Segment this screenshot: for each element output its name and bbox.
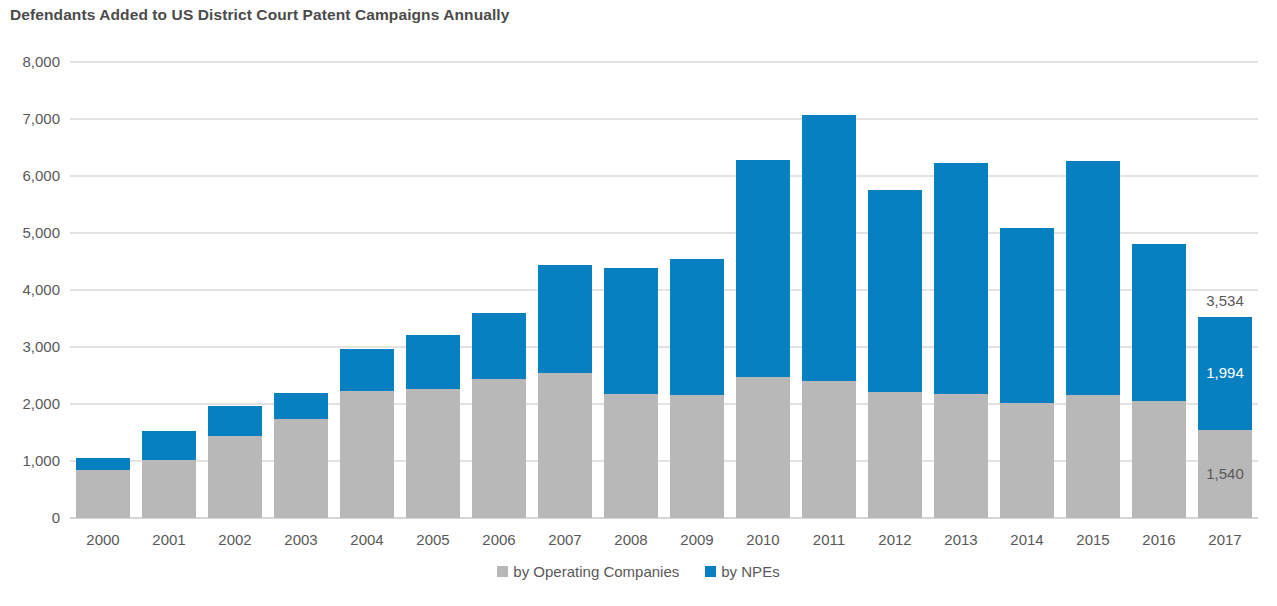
bar-segment-npe-2006 [472,313,526,379]
x-tick-label-2003: 2003 [268,531,334,549]
x-tick-label-2012: 2012 [862,531,928,549]
bar-segment-npe-2013 [934,163,988,394]
y-tick-label-7,000: 7,000 [0,109,60,129]
bar-segment-npe-2014 [1000,228,1054,403]
x-tick-label-2008: 2008 [598,531,664,549]
x-tick-label-2014: 2014 [994,531,1060,549]
bar-segment-npe-2016 [1132,244,1186,401]
legend-item-npes: by NPEs [705,563,779,580]
bar-segment-operating-2014 [1000,403,1054,518]
bar-segment-npe-2000 [76,458,130,470]
annotation-oc-2017: 1,540 [1192,465,1258,483]
x-tick-label-2002: 2002 [202,531,268,549]
bar-segment-operating-2010 [736,377,790,518]
bar-segment-operating-2008 [604,394,658,518]
bar-segment-operating-2003 [274,419,328,518]
y-tick-label-8,000: 8,000 [0,52,60,72]
bar-segment-npe-2010 [736,160,790,377]
y-tick-label-0: 0 [0,508,60,528]
x-tick-label-2009: 2009 [664,531,730,549]
bar-segment-operating-2007 [538,373,592,518]
bar-segment-operating-2015 [1066,395,1120,518]
x-tick-label-2010: 2010 [730,531,796,549]
legend: by Operating Companies by NPEs [0,563,1277,580]
bar-segment-npe-2001 [142,431,196,460]
legend-swatch-operating-icon [497,566,508,577]
bar-segment-operating-2001 [142,460,196,518]
bar-segment-npe-2005 [406,335,460,389]
bar-segment-operating-2005 [406,389,460,518]
gridline-7,000 [70,118,1258,120]
legend-swatch-npe-icon [705,566,716,577]
bar-segment-operating-2004 [340,391,394,518]
x-tick-label-2015: 2015 [1060,531,1126,549]
bar-segment-npe-2008 [604,268,658,394]
x-tick-label-2013: 2013 [928,531,994,549]
bar-segment-npe-2004 [340,349,394,391]
y-tick-label-2,000: 2,000 [0,394,60,414]
y-tick-label-6,000: 6,000 [0,166,60,186]
plot-area: 0 1,000 2,000 3,000 4,000 5,000 6,000 7,000 8,00… [0,0,1277,606]
annotation-total-2017: 3,534 [1192,292,1258,310]
x-tick-label-2001: 2001 [136,531,202,549]
y-tick-label-5,000: 5,000 [0,223,60,243]
y-tick-label-4,000: 4,000 [0,280,60,300]
x-tick-label-2000: 2000 [70,531,136,549]
legend-label-npe: by NPEs [721,563,779,580]
legend-item-operating-companies: by Operating Companies [497,563,679,580]
x-tick-label-2006: 2006 [466,531,532,549]
x-tick-label-2004: 2004 [334,531,400,549]
annotation-npe-2017: 1,994 [1192,364,1258,382]
bar-segment-npe-2002 [208,406,262,436]
x-tick-label-2005: 2005 [400,531,466,549]
y-tick-label-3,000: 3,000 [0,337,60,357]
bar-segment-operating-2016 [1132,401,1186,518]
bar-segment-operating-2012 [868,392,922,518]
bar-segment-npe-2012 [868,190,922,392]
legend-label-operating: by Operating Companies [513,563,679,580]
gridline-8,000 [70,61,1258,63]
bar-segment-operating-2009 [670,395,724,518]
bar-segment-operating-2000 [76,470,130,518]
bar-segment-npe-2003 [274,393,328,419]
x-tick-label-2016: 2016 [1126,531,1192,549]
x-tick-label-2011: 2011 [796,531,862,549]
bar-segment-operating-2006 [472,379,526,518]
bar-segment-npe-2007 [538,265,592,373]
bar-segment-npe-2015 [1066,161,1120,395]
bar-segment-npe-2009 [670,259,724,395]
bar-segment-operating-2013 [934,394,988,518]
bar-segment-operating-2011 [802,381,856,518]
x-tick-label-2007: 2007 [532,531,598,549]
bar-segment-operating-2002 [208,436,262,518]
bar-segment-npe-2011 [802,115,856,381]
x-tick-label-2017: 2017 [1192,531,1258,549]
y-tick-label-1,000: 1,000 [0,451,60,471]
